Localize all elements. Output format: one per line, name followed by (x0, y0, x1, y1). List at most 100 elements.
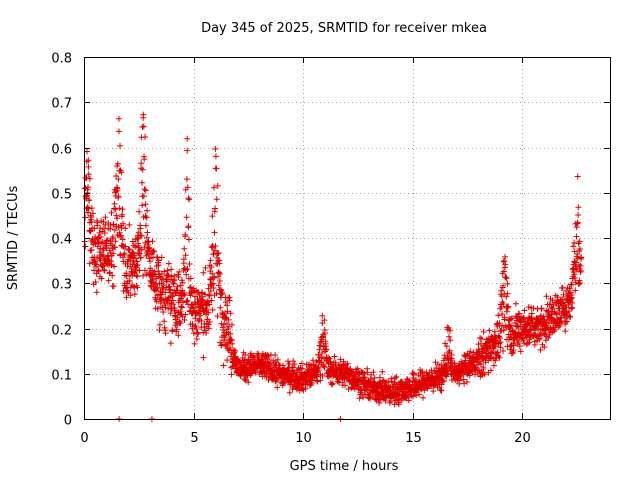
data-point (507, 322, 514, 329)
data-point (337, 356, 344, 363)
data-point (181, 317, 188, 324)
data-point (115, 115, 122, 122)
data-point (209, 213, 216, 220)
data-point (549, 305, 556, 312)
data-point (551, 326, 558, 333)
data-point (127, 292, 134, 299)
data-point (207, 276, 214, 283)
data-point (142, 187, 149, 194)
data-point (238, 371, 245, 378)
data-point (227, 310, 234, 317)
data-point (285, 358, 292, 365)
data-point (354, 365, 361, 372)
x-tick-label: 5 (190, 431, 198, 446)
data-point (481, 371, 488, 378)
data-point (117, 142, 124, 149)
data-point (160, 309, 167, 316)
data-point (575, 212, 582, 219)
data-point (323, 346, 330, 353)
data-point (175, 274, 182, 281)
data-point (211, 229, 218, 236)
data-point (112, 238, 119, 245)
data-point (568, 295, 575, 302)
data-point (242, 351, 249, 358)
data-point (108, 262, 115, 269)
data-point (217, 286, 224, 293)
data-point (502, 261, 509, 268)
y-tick-label: 0.2 (51, 324, 72, 339)
data-point (410, 393, 417, 400)
data-point (568, 305, 575, 312)
data-point (500, 282, 507, 289)
data-point (475, 361, 482, 368)
data-point (286, 389, 293, 396)
data-point (207, 287, 214, 294)
data-point (203, 305, 210, 312)
data-point (319, 312, 326, 319)
data-point (507, 316, 514, 323)
data-point (113, 172, 120, 179)
data-point (105, 253, 112, 260)
data-point (565, 301, 572, 308)
data-point (226, 297, 233, 304)
data-point (141, 156, 148, 163)
data-point (171, 272, 178, 279)
data-point (138, 160, 145, 167)
data-point (122, 225, 129, 232)
data-point (179, 279, 186, 286)
data-point (138, 179, 145, 186)
data-point (182, 252, 189, 259)
data-point (571, 274, 578, 281)
data-point (217, 271, 224, 278)
data-point (183, 298, 190, 305)
data-point (289, 364, 296, 371)
data-point (218, 342, 225, 349)
data-point (133, 255, 140, 262)
data-point (208, 244, 215, 251)
data-point (179, 304, 186, 311)
data-point (184, 297, 191, 304)
data-point (182, 311, 189, 318)
data-point (315, 351, 322, 358)
data-point (86, 260, 93, 267)
data-point (134, 284, 141, 291)
data-point (94, 219, 101, 226)
data-point (501, 258, 508, 265)
data-point (86, 197, 93, 204)
data-point (270, 357, 277, 364)
data-point (496, 354, 503, 361)
y-tick-label: 0.6 (51, 143, 72, 158)
data-point (210, 184, 217, 191)
data-point (101, 267, 108, 274)
data-point (101, 230, 108, 237)
data-point (515, 338, 522, 345)
data-point (492, 357, 499, 364)
data-point (192, 322, 199, 329)
data-point (341, 382, 348, 389)
data-point (141, 186, 148, 193)
data-point (137, 225, 144, 232)
data-point (105, 277, 112, 284)
data-point (183, 214, 190, 221)
data-point (206, 292, 213, 299)
data-point (139, 123, 146, 130)
data-point (290, 358, 297, 365)
data-point (94, 235, 101, 242)
data-point (87, 228, 94, 235)
data-point (464, 378, 471, 385)
data-point (573, 233, 580, 240)
data-point (162, 327, 169, 334)
data-point (517, 348, 524, 355)
data-point (151, 248, 158, 255)
data-point (486, 327, 493, 334)
data-point (252, 369, 259, 376)
data-point (137, 254, 144, 261)
data-point (143, 214, 150, 221)
data-point (200, 269, 207, 276)
data-point (139, 202, 146, 209)
x-axis-label: GPS time / hours (290, 459, 399, 474)
data-point (185, 236, 192, 243)
data-point (154, 305, 161, 312)
data-point (181, 265, 188, 272)
data-point (113, 188, 120, 195)
